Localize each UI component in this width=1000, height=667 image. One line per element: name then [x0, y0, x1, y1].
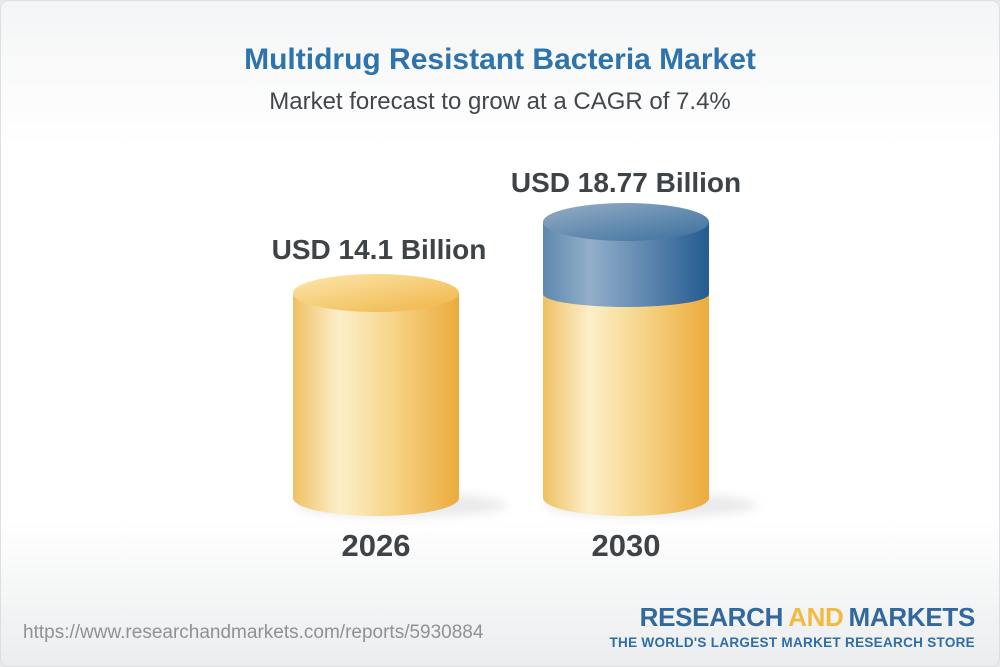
research-and-markets-logo: RESEARCH AND MARKETS THE WORLD'S LARGEST M… [609, 603, 975, 650]
logo-wordmark: RESEARCH AND MARKETS [609, 602, 976, 632]
report-url-link[interactable]: https://www.researchandmarkets.com/repor… [23, 622, 484, 643]
bar-2026-cylinder [293, 274, 459, 516]
category-label-2030: 2030 [591, 528, 661, 563]
value-label-2030: USD 18.77 Billion [510, 167, 742, 198]
logo-word-and: AND [788, 602, 844, 632]
logo-tagline: THE WORLD'S LARGEST MARKET RESEARCH STOR… [609, 634, 975, 650]
page-title: Multidrug Resistant Bacteria Market [244, 43, 756, 76]
logo-word-research: RESEARCH [639, 602, 784, 632]
page-subtitle: Market forecast to grow at a CAGR of 7.4… [269, 88, 731, 115]
category-label-2026: 2026 [341, 528, 411, 563]
bar-2030-growth-segment [543, 203, 709, 307]
value-label-2026: USD 14.1 Billion [271, 234, 487, 265]
logo-word-markets: MARKETS [848, 602, 976, 632]
bar-2030-base-cylinder [543, 256, 709, 516]
